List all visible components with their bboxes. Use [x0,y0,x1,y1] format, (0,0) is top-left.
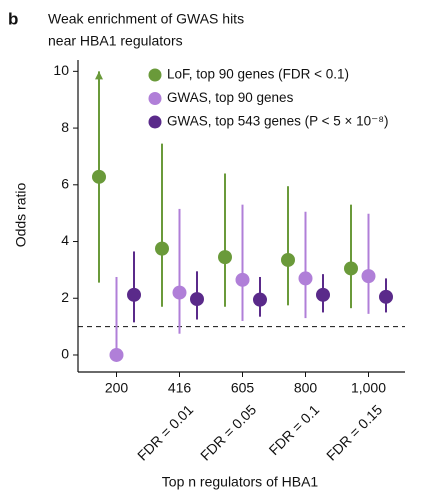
legend-marker [148,68,162,82]
x-tick-label: 605 [231,380,255,396]
legend-label: GWAS, top 90 genes [167,90,294,105]
y-tick-label: 6 [61,176,69,192]
chart-title: Weak enrichment of GWAS hits [48,11,244,27]
point [155,241,169,256]
y-axis-label: Odds ratio [13,182,29,247]
point [253,292,267,307]
point [281,252,295,267]
x-sublabel: FDR = 0.15 [323,401,385,463]
x-tick-label: 1,000 [351,380,386,396]
x-sublabel: FDR = 0.05 [197,401,259,463]
x-tick-label: 800 [294,380,318,396]
point [218,250,232,265]
point [109,347,124,362]
point [298,271,313,286]
legend-label: GWAS, top 543 genes (P < 5 × 10⁻⁸) [167,114,388,129]
point [316,287,330,302]
y-tick-label: 8 [61,119,69,135]
x-tick-label: 416 [168,380,192,396]
point [344,261,358,276]
point [127,287,141,302]
x-sublabel: FDR = 0.1 [266,401,323,458]
error-arrow [95,71,103,80]
panel-label: b [8,9,18,28]
y-tick-label: 10 [53,62,69,78]
y-tick-label: 2 [61,289,69,305]
point [235,272,250,287]
x-tick-label: 200 [105,380,129,396]
x-axis-label: Top n regulators of HBA1 [162,474,319,490]
point [190,292,204,307]
point [361,269,376,284]
legend-label: LoF, top 90 genes (FDR < 0.1) [167,67,349,82]
point [92,169,106,184]
legend-marker [148,92,162,105]
x-sublabel: FDR = 0.01 [134,401,196,463]
point [379,289,393,304]
y-tick-label: 4 [61,232,69,248]
legend-marker [148,115,162,129]
chart-title: near HBA1 regulators [48,33,183,49]
point [172,285,187,300]
y-tick-label: 0 [61,346,69,362]
